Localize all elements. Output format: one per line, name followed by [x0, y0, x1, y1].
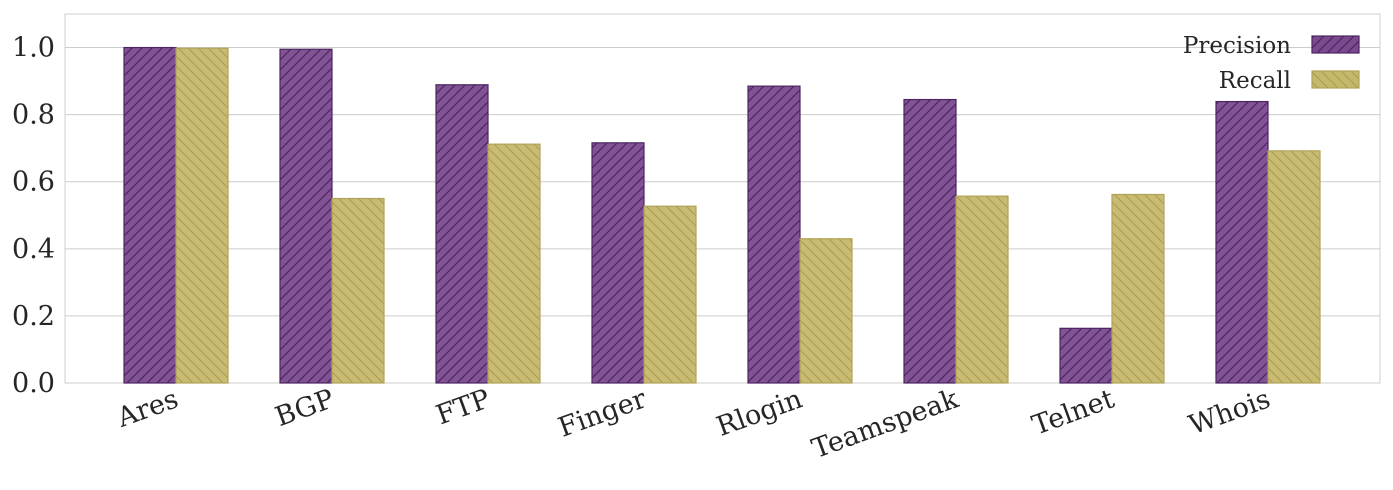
x-tick-label: Whois: [1185, 383, 1274, 441]
y-tick-label: 0.8: [12, 100, 55, 131]
x-tick-label: Teamspeak: [808, 383, 963, 465]
bar-hatch: [591, 142, 645, 384]
y-tick-label: 0.2: [12, 301, 55, 332]
x-tick-label: Finger: [554, 383, 650, 443]
bar-hatch: [435, 84, 489, 384]
bar-hatch: [747, 85, 801, 384]
y-tick-label: 0.4: [12, 234, 55, 265]
x-tick-label: BGP: [271, 383, 338, 433]
bar-hatch: [279, 48, 333, 384]
bar-hatch: [1267, 150, 1321, 384]
bar-hatch: [123, 46, 177, 384]
x-tick-label: FTP: [432, 383, 494, 431]
bar-hatch: [331, 197, 385, 384]
bars: [123, 46, 1321, 384]
bar-hatch: [487, 143, 541, 384]
bar-hatch: [1215, 100, 1269, 384]
legend-label: Recall: [1219, 68, 1291, 94]
bar-hatch: [1059, 327, 1113, 384]
legend: Precision Recall: [1183, 33, 1360, 94]
legend-swatch-hatch: [1311, 70, 1360, 89]
x-tick-label: Rlogin: [713, 383, 807, 442]
bar-hatch: [1111, 193, 1165, 384]
legend-swatch-hatch: [1311, 35, 1360, 54]
bar-hatch: [955, 195, 1009, 384]
y-tick-label: 1.0: [12, 33, 55, 64]
bar-hatch: [903, 98, 957, 384]
bar-hatch: [175, 47, 229, 384]
plot-area: [64, 13, 1381, 384]
x-tick-label: Telnet: [1028, 383, 1118, 441]
x-tick-label: Ares: [112, 383, 182, 434]
bar-hatch: [799, 238, 853, 384]
y-tick-label: 0.6: [12, 167, 55, 198]
legend-label: Precision: [1183, 33, 1291, 59]
y-axis: 0.0 0.2 0.4 0.6 0.8 1.0: [12, 33, 55, 399]
y-tick-label: 0.0: [12, 368, 55, 399]
bar-hatch: [643, 205, 697, 384]
x-axis: Ares BGP FTP Finger Rlogin Teamspeak Telnet Who…: [112, 383, 1274, 465]
